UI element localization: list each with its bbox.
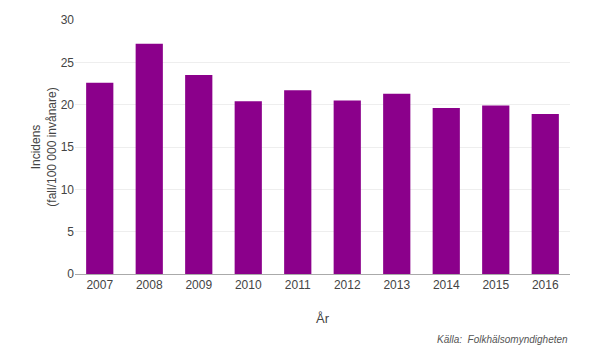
svg-text:25: 25 — [61, 56, 75, 70]
svg-text:2007: 2007 — [86, 278, 113, 292]
svg-text:20: 20 — [61, 98, 75, 112]
svg-text:10: 10 — [61, 183, 75, 197]
svg-text:Källa: Folkhälsomyndigheten: Källa: Folkhälsomyndigheten — [437, 334, 568, 345]
svg-text:2013: 2013 — [383, 278, 410, 292]
svg-text:30: 30 — [61, 13, 75, 27]
svg-text:2014: 2014 — [433, 278, 460, 292]
svg-text:Incidens(fall/100 000 invånare: Incidens(fall/100 000 invånare) — [29, 87, 59, 206]
svg-text:År: År — [316, 311, 330, 326]
svg-text:2010: 2010 — [235, 278, 262, 292]
svg-text:2011: 2011 — [285, 278, 311, 292]
svg-text:5: 5 — [67, 225, 74, 239]
svg-text:2009: 2009 — [185, 278, 212, 292]
svg-text:15: 15 — [61, 140, 75, 154]
svg-text:2016: 2016 — [532, 278, 559, 292]
svg-text:2008: 2008 — [136, 278, 163, 292]
svg-text:2015: 2015 — [482, 278, 509, 292]
svg-text:2012: 2012 — [334, 278, 361, 292]
svg-text:0: 0 — [67, 267, 74, 281]
